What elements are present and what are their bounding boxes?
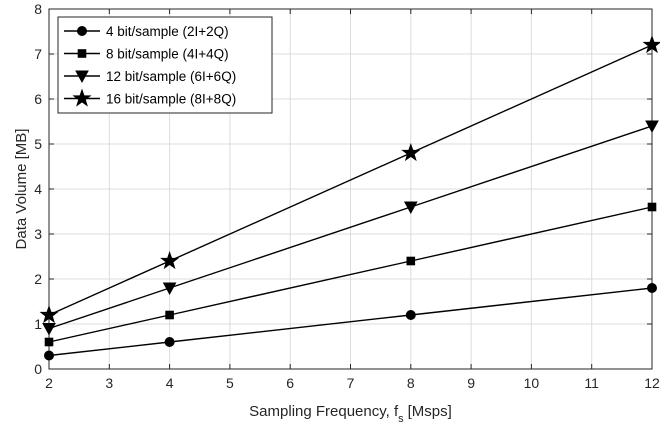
legend-label: 8 bit/sample (4I+4Q)	[106, 47, 229, 62]
series-line	[48, 125, 653, 330]
series-3	[42, 120, 659, 336]
data-point	[403, 201, 418, 215]
series-1	[44, 283, 657, 361]
data-point	[44, 350, 54, 361]
legend-marker	[75, 70, 89, 84]
x-tick-label: 6	[286, 375, 294, 391]
x-tick-label: 12	[644, 375, 660, 391]
data-point	[164, 337, 175, 347]
y-tick-label: 3	[34, 226, 42, 242]
legend-label: 16 bit/sample (8I+8Q)	[106, 92, 236, 107]
data-point	[647, 283, 657, 293]
series-4	[39, 34, 660, 324]
x-tick-label: 10	[524, 375, 540, 391]
y-tick-label: 8	[34, 1, 42, 17]
legend-label: 4 bit/sample (2I+2Q)	[106, 24, 229, 39]
x-tick-label: 2	[45, 375, 53, 391]
series-line	[48, 44, 653, 316]
series-line	[48, 206, 653, 343]
legend-marker	[77, 26, 87, 36]
x-axis-title-subscript: s	[398, 413, 404, 425]
data-point	[405, 310, 416, 320]
series-2	[44, 202, 657, 347]
y-tick-label: 4	[34, 181, 42, 197]
y-tick-label: 7	[34, 46, 42, 62]
data-point	[42, 323, 56, 336]
x-tick-label: 9	[467, 375, 475, 391]
data-point	[642, 34, 660, 54]
legend-marker	[72, 88, 92, 107]
y-tick-label: 5	[34, 136, 42, 152]
data-point	[165, 310, 174, 320]
y-tick-label: 6	[34, 91, 42, 107]
legend-entry: 8 bit/sample (4I+4Q)	[64, 47, 229, 62]
data-point	[39, 304, 59, 324]
y-tick-label: 2	[34, 271, 42, 287]
legend-entry: 4 bit/sample (2I+2Q)	[64, 24, 229, 39]
y-axis-title: Data Volume [MB]	[13, 129, 30, 250]
data-point	[44, 337, 54, 347]
data-point	[401, 142, 421, 162]
data-point	[645, 120, 659, 134]
x-tick-label: 5	[226, 375, 234, 391]
x-tick-label: 7	[347, 375, 355, 391]
series-group	[39, 34, 660, 361]
data-point	[647, 202, 657, 212]
x-tick-label: 11	[584, 375, 599, 391]
legend-box	[57, 16, 273, 114]
x-tick-label: 4	[166, 375, 174, 391]
legend-entry: 16 bit/sample (8I+8Q)	[64, 88, 236, 107]
y-tick-label: 1	[34, 316, 42, 332]
x-axis-title-unit: [Msps]	[408, 403, 452, 420]
legend-marker	[77, 49, 87, 58]
x-tick-label: 8	[407, 375, 415, 391]
x-tick-label: 3	[105, 375, 113, 391]
legend: 4 bit/sample (2I+2Q) 8 bit/sample (4I+4Q)…	[57, 16, 273, 114]
data-point	[162, 282, 177, 296]
legend-entry: 12 bit/sample (6I+6Q)	[64, 69, 236, 84]
x-axis-title: Sampling Frequency, fs [Msps]	[249, 403, 452, 425]
x-axis-title-main: Sampling Frequency, f	[249, 403, 399, 420]
series-line	[48, 287, 653, 357]
data-point	[160, 250, 180, 270]
y-tick-label: 0	[34, 361, 42, 377]
data-point	[406, 256, 416, 266]
legend-label: 12 bit/sample (6I+6Q)	[106, 69, 236, 84]
